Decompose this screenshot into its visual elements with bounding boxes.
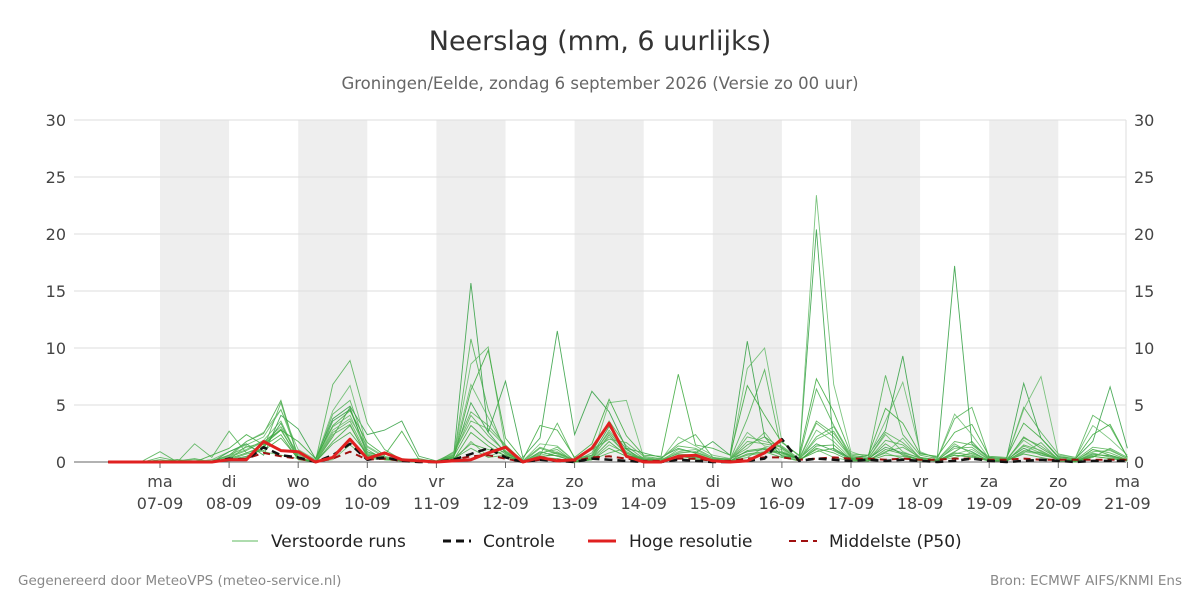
x-tick-date: 07-09 <box>137 494 184 513</box>
y-tick-label-left: 10 <box>46 339 66 358</box>
legend-median-label: Middelste (P50) <box>829 532 962 552</box>
x-tick-weekday: zo <box>566 472 584 491</box>
x-tick-date: 17-09 <box>828 494 875 513</box>
y-tick-label-right: 20 <box>1134 225 1154 244</box>
x-tick-date: 12-09 <box>482 494 529 513</box>
y-tick-label-right: 15 <box>1134 282 1154 301</box>
x-tick-date: 15-09 <box>690 494 737 513</box>
x-tick-weekday: do <box>841 472 861 491</box>
x-tick-date: 19-09 <box>966 494 1013 513</box>
legend-control-label: Controle <box>483 532 555 552</box>
x-tick-date: 20-09 <box>1035 494 1082 513</box>
x-tick-weekday: di <box>705 472 720 491</box>
x-tick-weekday: do <box>357 472 377 491</box>
chart-title: Neerslag (mm, 6 uurlijks) <box>429 26 771 57</box>
y-tick-label-right: 5 <box>1134 396 1144 415</box>
x-axis: ma 07-09 di 08-09 wo 09-09 do 10-09 vr 11-09 za 12-… <box>137 462 1151 513</box>
x-tick-date: 10-09 <box>344 494 391 513</box>
main-series <box>108 421 1128 464</box>
chart-subtitle: Groningen/Eelde, zondag 6 september 2026… <box>341 74 858 93</box>
legend-ensemble-label: Verstoorde runs <box>271 532 406 552</box>
x-tick-date: 13-09 <box>551 494 598 513</box>
y-tick-label-left: 25 <box>46 168 66 187</box>
x-tick-date: 21-09 <box>1104 494 1151 513</box>
y-tick-label-right: 30 <box>1134 111 1154 130</box>
x-tick-weekday: ma <box>1115 472 1140 491</box>
x-tick-weekday: zo <box>1049 472 1067 491</box>
x-tick-date: 14-09 <box>620 494 667 513</box>
ensemble-member-line <box>108 229 1128 463</box>
y-tick-label-left: 20 <box>46 225 66 244</box>
x-tick-weekday: za <box>980 472 998 491</box>
y-axis-left: 0 5 10 15 20 25 30 <box>46 111 66 472</box>
footer-source: Bron: ECMWF AIFS/KNMI Ens <box>990 573 1182 589</box>
y-tick-label-left: 0 <box>56 453 66 472</box>
x-tick-date: 09-09 <box>275 494 322 513</box>
legend: Verstoorde runs Controle Hoge resolutie … <box>232 532 962 552</box>
x-tick-weekday: wo <box>287 472 310 491</box>
x-tick-weekday: vr <box>912 472 928 491</box>
x-tick-weekday: di <box>222 472 237 491</box>
ensemble-member-line <box>108 414 1128 463</box>
y-tick-label-left: 15 <box>46 282 66 301</box>
footer-generator: Gegenereerd door MeteoVPS (meteo-service… <box>18 573 341 589</box>
x-tick-date: 08-09 <box>206 494 253 513</box>
hires-series-line <box>108 421 783 464</box>
y-axis-right: 0 5 10 15 20 25 30 <box>1134 111 1154 472</box>
ensemble-member-line <box>108 424 1128 463</box>
x-tick-weekday: ma <box>631 472 656 491</box>
control-series-line <box>108 437 1128 464</box>
y-tick-label-right: 10 <box>1134 339 1154 358</box>
x-tick-date: 16-09 <box>759 494 806 513</box>
y-tick-label-right: 25 <box>1134 168 1154 187</box>
median-series-line <box>108 450 1128 463</box>
ensemble-member-line <box>108 431 1128 463</box>
y-tick-label-left: 30 <box>46 111 66 130</box>
y-tick-label-left: 5 <box>56 396 66 415</box>
x-tick-weekday: wo <box>770 472 793 491</box>
x-tick-date: 18-09 <box>897 494 944 513</box>
x-tick-weekday: za <box>496 472 514 491</box>
ensemble-member-line <box>108 195 1128 463</box>
ensemble-member-line <box>108 348 1128 463</box>
x-tick-weekday: ma <box>147 472 172 491</box>
x-tick-date: 11-09 <box>413 494 460 513</box>
legend-hires-label: Hoge resolutie <box>629 532 753 552</box>
x-tick-weekday: vr <box>428 472 444 491</box>
y-tick-label-right: 0 <box>1134 453 1144 472</box>
